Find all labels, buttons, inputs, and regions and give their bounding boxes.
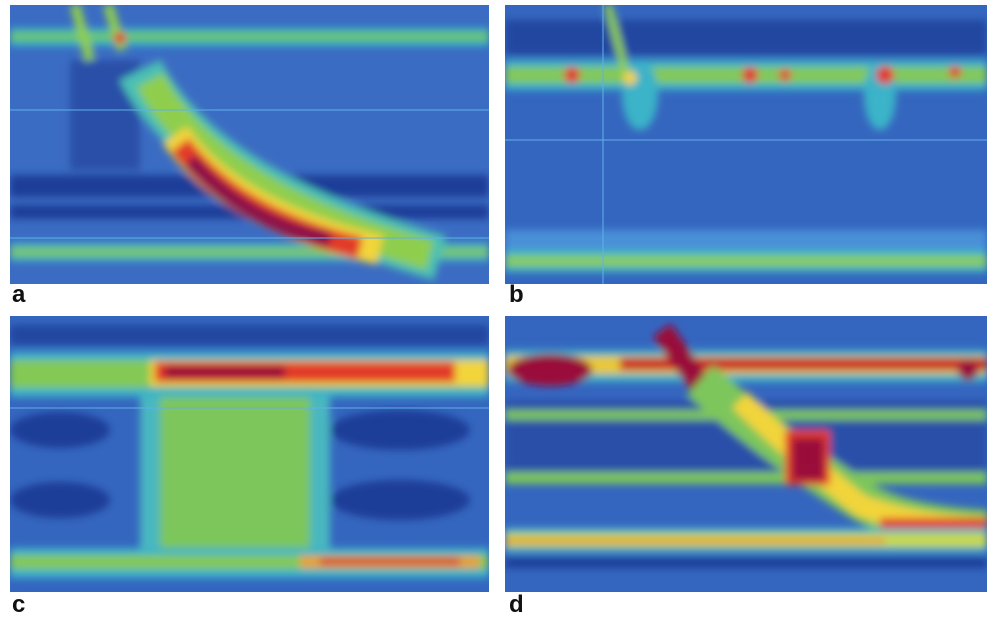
heatmap-b [505, 5, 987, 284]
page: a b [0, 0, 987, 617]
panel-label: a [12, 281, 26, 308]
heatmap-a [10, 5, 489, 284]
heatmap-d [505, 316, 987, 592]
heatmap-c [10, 316, 489, 592]
panel-label: d [509, 591, 524, 617]
panel-label: b [509, 281, 524, 308]
panel-label: c [12, 591, 25, 617]
figure: a b [0, 0, 987, 617]
